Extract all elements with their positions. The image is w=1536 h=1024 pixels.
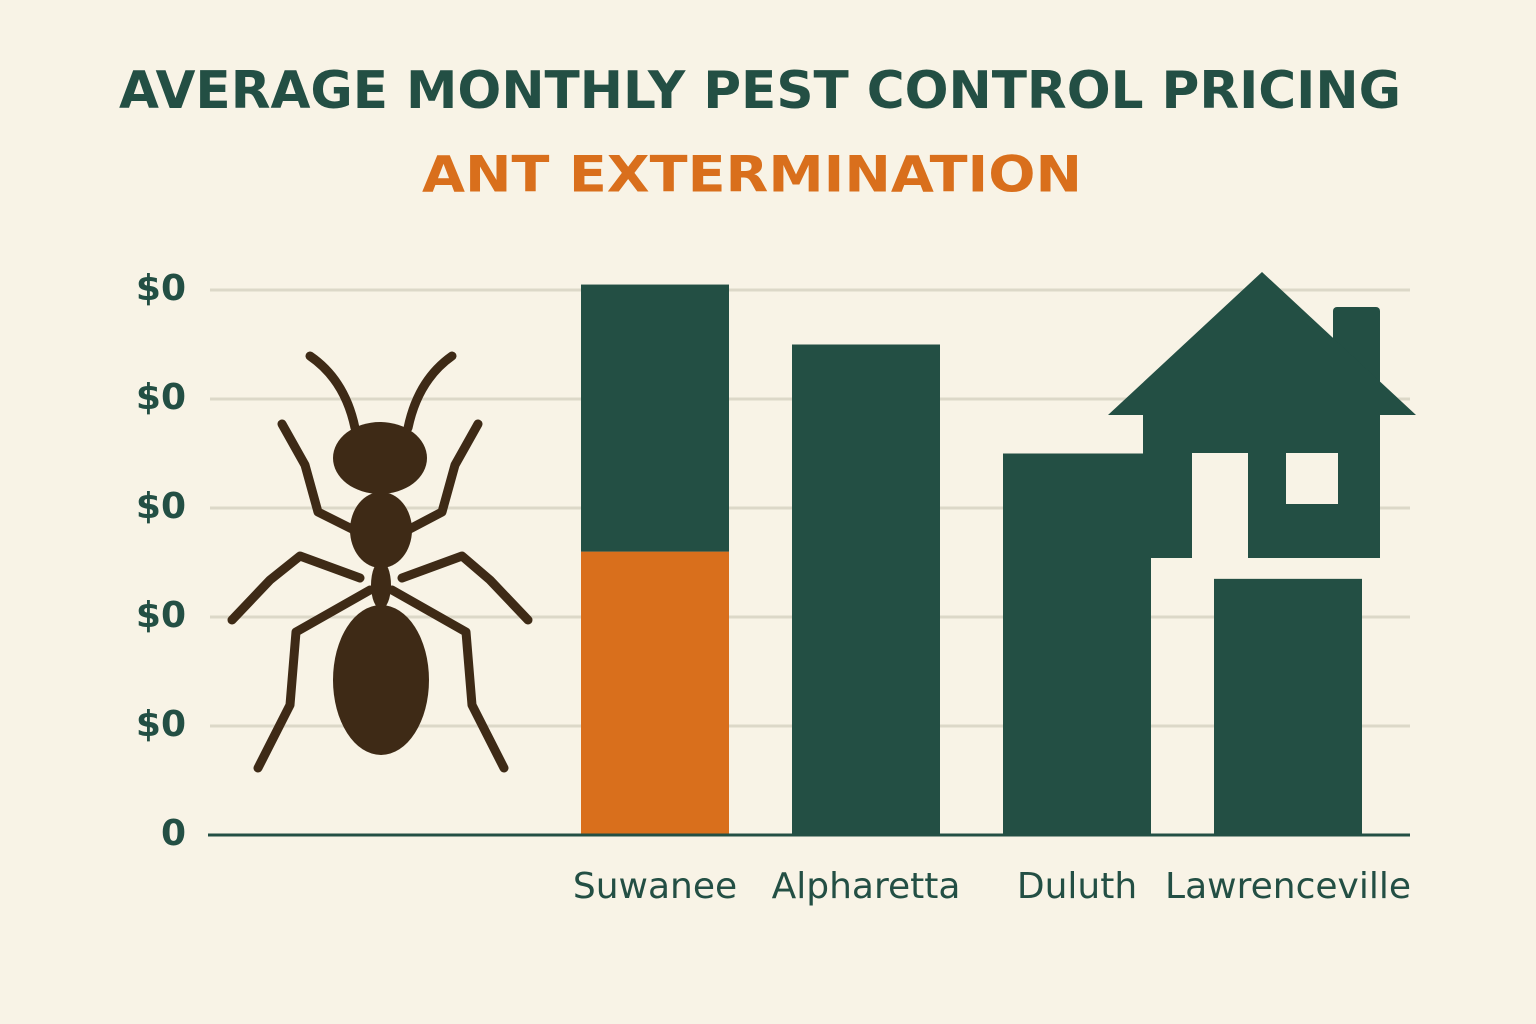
- y-tick-label: $0: [136, 486, 186, 527]
- x-tick-label: Alpharetta: [772, 866, 961, 907]
- chart-subtitle: ANT EXTERMINATION: [422, 146, 1082, 204]
- y-tick-label: $0: [136, 377, 186, 418]
- chart-title: AVERAGE MONTHLY PEST CONTROL PRICING: [119, 61, 1401, 121]
- house-illustration: [1108, 272, 1416, 559]
- y-tick-label: 0: [161, 813, 186, 854]
- y-tick-label: $0: [136, 268, 186, 309]
- y-tick-label: $0: [136, 704, 186, 745]
- bar: [1214, 578, 1362, 835]
- bar: [1003, 453, 1151, 835]
- bar: [792, 344, 940, 835]
- bar: [581, 551, 729, 835]
- y-tick-label: $0: [136, 595, 186, 636]
- ant-illustration: [227, 351, 533, 773]
- bars: [581, 284, 1362, 835]
- bar: [581, 284, 729, 552]
- x-tick-label: Duluth: [1017, 866, 1137, 907]
- x-tick-label: Lawrenceville: [1165, 866, 1411, 907]
- x-tick-label: Suwanee: [573, 866, 737, 907]
